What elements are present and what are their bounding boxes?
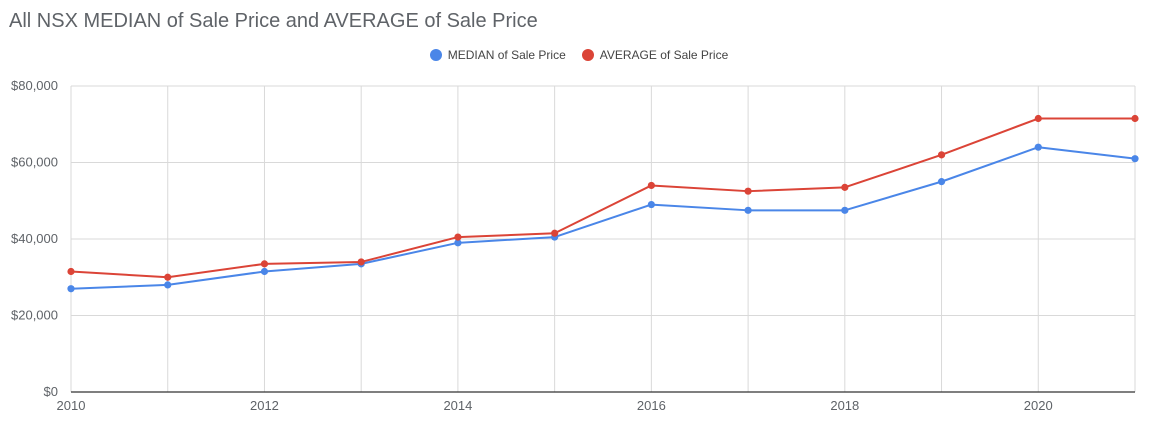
- chart-title: All NSX MEDIAN of Sale Price and AVERAGE…: [9, 10, 538, 32]
- y-tick-label: $0: [44, 384, 58, 399]
- data-point-median[interactable]: [164, 281, 172, 289]
- data-point-average[interactable]: [744, 187, 752, 195]
- x-tick-label: 2010: [57, 398, 86, 413]
- chart-legend: MEDIAN of Sale Price AVERAGE of Sale Pri…: [0, 48, 1158, 62]
- legend-marker-average: [581, 49, 594, 61]
- x-tick-label: 2018: [830, 398, 859, 413]
- data-point-median[interactable]: [647, 200, 655, 209]
- data-point-median[interactable]: [260, 267, 269, 276]
- data-point-median[interactable]: [1131, 155, 1139, 163]
- data-point-average[interactable]: [454, 233, 462, 241]
- data-point-average[interactable]: [647, 181, 655, 190]
- y-tick-label: $80,000: [11, 78, 58, 93]
- data-point-average[interactable]: [1034, 114, 1042, 123]
- x-tick-label: 2012: [250, 398, 279, 413]
- x-tick-label: 2020: [1024, 398, 1053, 413]
- data-point-median[interactable]: [67, 285, 75, 293]
- data-point-median[interactable]: [937, 178, 946, 186]
- series-line-median: [70, 146, 1136, 290]
- legend-item-average[interactable]: AVERAGE of Sale Price: [581, 48, 729, 62]
- data-point-average[interactable]: [357, 258, 365, 266]
- legend-label-median: MEDIAN of Sale Price: [447, 48, 566, 62]
- legend-label-average: AVERAGE of Sale Price: [599, 48, 729, 62]
- data-point-median[interactable]: [841, 206, 849, 214]
- series-line-average: [70, 117, 1135, 279]
- x-tick-label: 2016: [637, 398, 666, 413]
- x-tick-label: 2014: [443, 398, 472, 413]
- data-point-average[interactable]: [937, 151, 946, 159]
- data-point-median[interactable]: [454, 239, 462, 247]
- data-point-median[interactable]: [744, 206, 752, 214]
- y-tick-label: $20,000: [11, 308, 58, 323]
- data-point-average[interactable]: [841, 183, 849, 191]
- data-point-average[interactable]: [260, 260, 269, 268]
- y-tick-label: $40,000: [11, 231, 58, 246]
- legend-marker-median: [429, 49, 442, 61]
- data-point-median[interactable]: [1034, 143, 1042, 151]
- data-point-average[interactable]: [164, 273, 172, 281]
- y-tick-label: $60,000: [11, 155, 58, 170]
- data-point-average[interactable]: [67, 267, 75, 276]
- data-point-average[interactable]: [551, 229, 559, 237]
- data-point-average[interactable]: [1131, 114, 1139, 123]
- legend-item-median[interactable]: MEDIAN of Sale Price: [429, 48, 566, 62]
